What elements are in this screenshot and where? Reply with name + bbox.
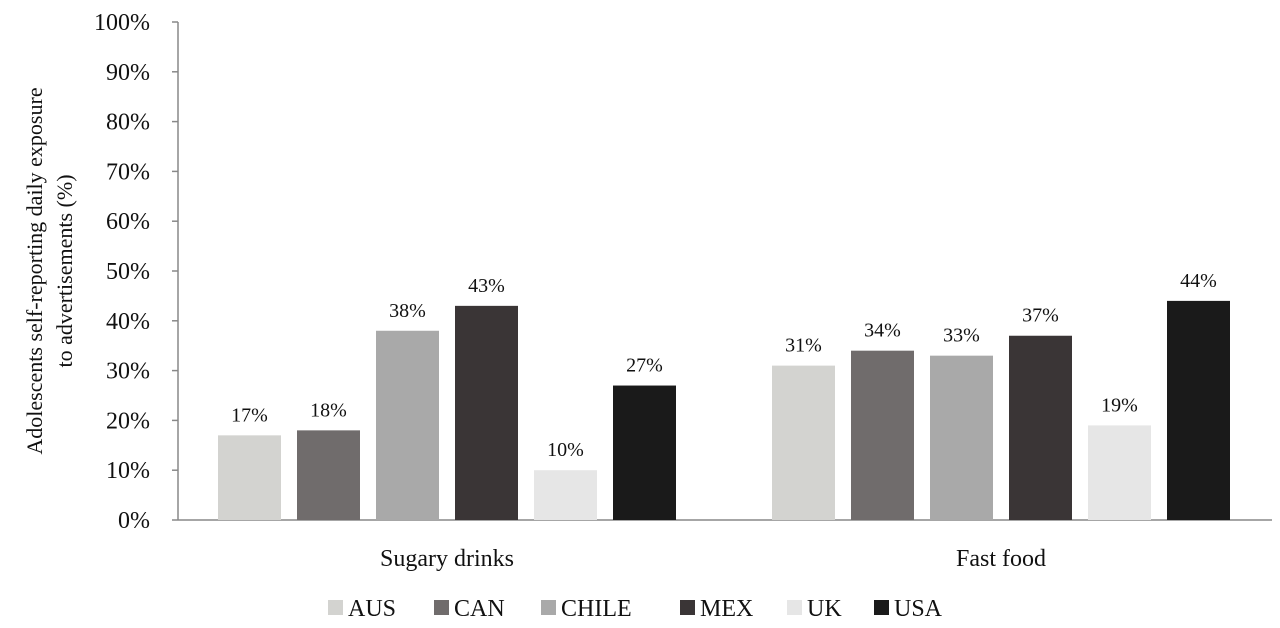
legend: AUS CAN CHILE MEX UK USA	[328, 596, 943, 622]
y-tick-label: 30%	[106, 359, 150, 385]
data-label: 38%	[389, 300, 426, 322]
legend-label: CAN	[454, 596, 505, 622]
y-tick-label: 70%	[106, 159, 150, 185]
y-tick-label: 40%	[106, 309, 150, 335]
data-label: 43%	[468, 275, 505, 297]
legend-swatch-can	[434, 600, 449, 615]
legend-label: AUS	[348, 596, 396, 622]
x-category-label: Sugary drinks	[380, 546, 514, 572]
bar-chile	[930, 355, 993, 520]
x-category-label: Fast food	[956, 546, 1046, 572]
bars: 17% 18% 38% 43% 10% 27% 31% 34% 33% 37% 19% 44%	[218, 270, 1230, 520]
data-label: 33%	[943, 325, 980, 347]
y-axis-title-line: Adolescents self-reporting daily exposur…	[22, 87, 47, 454]
legend-swatch-usa	[874, 600, 889, 615]
y-axis-title-line: to advertisements (%)	[52, 174, 77, 367]
y-tick-label: 20%	[106, 408, 150, 434]
bar-can	[297, 430, 360, 520]
bar-uk	[1088, 425, 1151, 520]
bar-mex	[1009, 335, 1072, 520]
y-tick-label: 90%	[106, 60, 150, 86]
y-axis: 0% 10% 20% 30% 40% 50% 60% 70% 80% 90% 100%	[94, 10, 179, 534]
data-label: 10%	[547, 439, 584, 461]
legend-swatch-mex	[680, 600, 695, 615]
bar-can	[851, 350, 914, 520]
legend-swatch-aus	[328, 600, 343, 615]
bar-aus	[218, 435, 281, 520]
legend-label: CHILE	[561, 596, 632, 622]
data-label: 17%	[231, 404, 268, 426]
data-label: 18%	[310, 399, 347, 421]
legend-label: MEX	[700, 596, 753, 622]
legend-swatch-uk	[787, 600, 802, 615]
y-tick-label: 10%	[106, 458, 150, 484]
legend-label: UK	[807, 596, 842, 622]
data-label: 44%	[1180, 270, 1217, 292]
bar-usa	[1167, 300, 1230, 520]
y-tick-label: 80%	[106, 110, 150, 136]
data-label: 19%	[1101, 394, 1138, 416]
bar-usa	[613, 385, 676, 520]
y-axis-title: Adolescents self-reporting daily exposur…	[22, 87, 77, 454]
legend-swatch-chile	[541, 600, 556, 615]
bar-uk	[534, 470, 597, 520]
bar-mex	[455, 305, 518, 520]
y-tick-label: 100%	[94, 10, 150, 36]
data-label: 34%	[864, 320, 901, 342]
bar-aus	[772, 365, 835, 520]
data-label: 37%	[1022, 305, 1059, 327]
y-tick-label: 60%	[106, 209, 150, 235]
y-tick-label: 0%	[118, 508, 150, 534]
data-label: 31%	[785, 335, 822, 357]
legend-label: USA	[894, 596, 943, 622]
data-label: 27%	[626, 355, 663, 377]
y-tick-label: 50%	[106, 259, 150, 285]
x-axis: Sugary drinks Fast food	[178, 519, 1272, 572]
bar-chile	[376, 330, 439, 520]
